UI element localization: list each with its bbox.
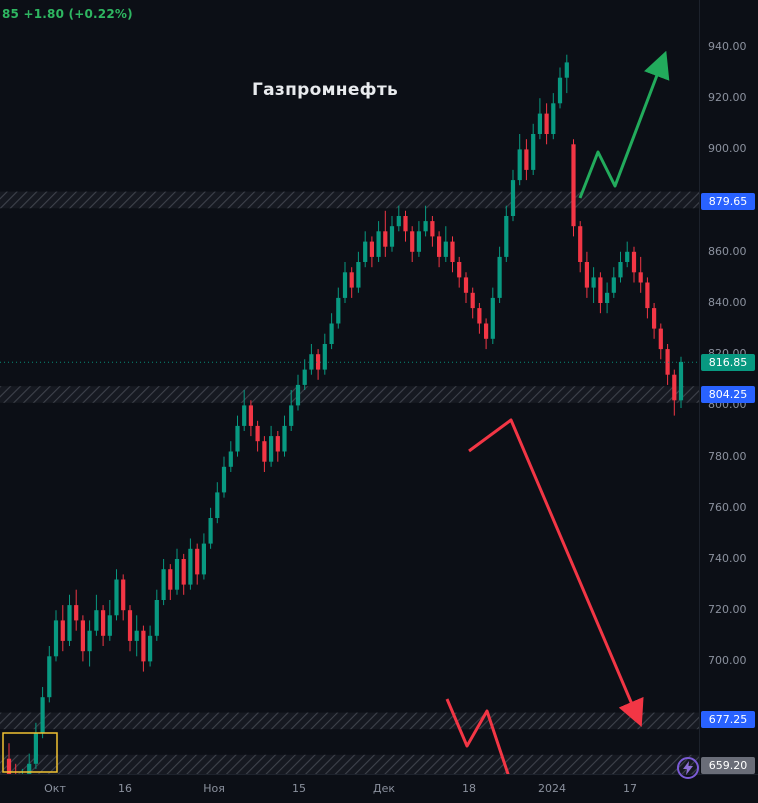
time-label: 16 [118,782,132,795]
chart-title: Газпромнефть [252,80,399,100]
red-zigzag [445,698,510,775]
time-label: 15 [292,782,306,795]
yellow-highlight-box [2,732,58,773]
price-tick: 900.00 [708,142,747,156]
price-tick: 840.00 [708,296,747,309]
time-label: Ноя [203,782,225,795]
lightning-button[interactable] [677,757,699,779]
green-up-arrow [578,50,670,199]
price-tick: 940.00 [708,40,747,53]
price-badge: 816.85 [701,353,755,371]
time-label: Окт [44,782,66,795]
candlestick-chart[interactable] [0,0,700,775]
red-down-arrow [468,418,644,728]
price-tick: 700.00 [708,654,747,668]
price-badge: 677.25 [701,711,755,729]
candles [6,54,684,775]
price-tick: 720.00 [708,603,747,617]
price-tick: 760.00 [708,500,747,514]
price-axis[interactable]: 940.00920.00900.00860.00840.00820.00800.… [699,0,758,775]
price-badge: 804.25 [701,386,755,403]
ticker-change-text: 85 +1.80 (+0.22%) [2,7,133,21]
price-tick: 920.00 [708,91,747,105]
time-label: Дек [372,782,396,795]
time-axis[interactable]: Окт 16 Ноя 15 Дек 18 2024 17 [0,774,758,803]
price-badge: 879.65 [701,193,755,210]
time-label: 17 [623,782,637,795]
price-badge: 659.20 [701,757,755,775]
price-tick: 860.00 [708,244,747,258]
price-tick: 780.00 [708,449,747,463]
lightning-icon [683,761,693,775]
price-tick: 740.00 [708,552,747,565]
time-label: 2024 [538,782,566,795]
sr-zones [0,191,700,775]
time-label: 18 [462,782,476,795]
